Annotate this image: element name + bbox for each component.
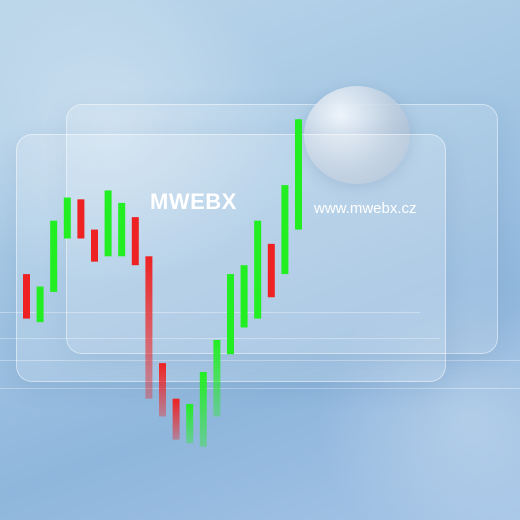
candle-down: [172, 398, 180, 440]
grid-line: [0, 388, 520, 389]
candle-up: [199, 372, 207, 447]
grid-line: [0, 360, 520, 361]
brand-url: www.mwebx.cz: [314, 200, 417, 217]
candle-up: [254, 220, 262, 319]
candle-down: [145, 256, 153, 399]
candle-down: [131, 217, 139, 266]
grid-line: [0, 338, 440, 339]
brand-name: MWEBX: [150, 189, 237, 214]
candle-down: [23, 274, 30, 319]
candle-up: [281, 185, 289, 275]
candle-up: [186, 404, 194, 444]
candle-up: [213, 339, 221, 417]
candle-up: [295, 119, 302, 230]
candle-up: [36, 286, 44, 323]
candle-up: [63, 197, 71, 239]
candle-up: [50, 220, 58, 292]
candle-up: [227, 274, 234, 355]
candle-down: [267, 243, 275, 298]
candle-down: [77, 199, 85, 239]
candle-down: [159, 363, 166, 417]
candle-down: [91, 229, 98, 262]
grid-line: [0, 312, 420, 313]
candle-up: [104, 190, 112, 257]
glass-orb: [304, 86, 410, 184]
candle-up: [118, 202, 126, 257]
candle-up: [240, 265, 248, 328]
